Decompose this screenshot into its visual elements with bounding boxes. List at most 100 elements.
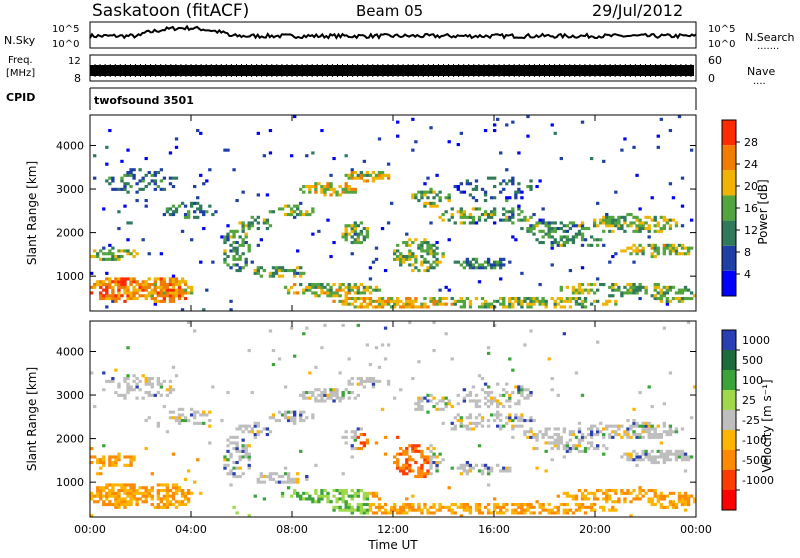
power-cell [638, 243, 642, 247]
power-cell [571, 238, 576, 242]
power-cell [632, 145, 636, 149]
power-cell [374, 299, 379, 303]
velocity-cell [350, 497, 354, 501]
velocity-cell [529, 427, 533, 431]
velocity-cell [132, 486, 136, 490]
velocity-cell [550, 441, 554, 445]
power-cell [559, 157, 563, 161]
power-cell [111, 291, 115, 295]
power-cell [541, 207, 545, 211]
velocity-cell [589, 503, 594, 507]
power-cell [492, 176, 497, 180]
power-cell [411, 196, 415, 200]
power-cell [99, 257, 103, 261]
velocity-cell [402, 505, 406, 509]
power-cell [171, 285, 176, 289]
velocity-cell [629, 500, 633, 504]
velocity-cell [656, 461, 660, 465]
velocity-cell [465, 472, 470, 476]
power-cell [311, 285, 315, 289]
velocity-cell [350, 444, 354, 448]
power-cell [156, 299, 160, 303]
power-cell [123, 280, 127, 284]
velocity-cell [465, 508, 470, 512]
velocity-cell [335, 393, 339, 397]
power-cell [250, 221, 254, 225]
velocity-cell [547, 427, 551, 431]
power-cell [408, 243, 412, 247]
velocity-cell [489, 469, 494, 473]
power-cell [662, 285, 666, 289]
velocity-cell [611, 424, 615, 428]
power-cell [365, 297, 370, 301]
velocity-cell [556, 427, 560, 431]
velocity-cell [108, 503, 112, 507]
power-cell [156, 291, 160, 295]
power-cell [271, 274, 276, 278]
velocity-cell [626, 455, 630, 459]
velocity-cell [505, 399, 509, 403]
velocity-cell [396, 452, 400, 456]
power-cell [171, 210, 176, 214]
velocity-cell [289, 410, 294, 414]
power-cell [459, 305, 463, 309]
velocity-cell [565, 447, 570, 451]
power-cell [126, 297, 130, 301]
power-cell [147, 277, 151, 281]
power-cell [583, 305, 588, 309]
power-cell [511, 176, 515, 180]
velocity-cell [574, 503, 579, 507]
velocity-cell [111, 503, 115, 507]
power-cell [344, 291, 348, 295]
power-cell [105, 162, 109, 166]
power-cell [450, 207, 454, 211]
velocity-cell [353, 491, 357, 495]
power-cell [377, 176, 382, 180]
power-cell [626, 213, 630, 217]
power-cell [553, 302, 557, 306]
power-cell [132, 249, 136, 253]
power-cell [477, 207, 482, 211]
power-cell [659, 297, 663, 301]
power-cell [423, 241, 427, 245]
velocity-cell [253, 494, 257, 498]
power-cell [338, 299, 342, 303]
velocity-cell [502, 511, 506, 515]
power-cell [517, 207, 521, 211]
velocity-cell [168, 416, 173, 420]
power-cell [199, 204, 203, 208]
power-cell [577, 285, 582, 289]
velocity-cell [577, 441, 582, 445]
power-cell [577, 224, 582, 228]
power-cell [335, 291, 339, 295]
power-cell [183, 283, 188, 287]
velocity-cell [323, 388, 327, 392]
velocity-cell [317, 399, 321, 403]
power-cell [499, 218, 503, 222]
power-cell [505, 305, 509, 309]
velocity-cell [568, 508, 573, 512]
velocity-cell [483, 396, 488, 400]
velocity-cell [138, 379, 142, 383]
power-cell [617, 288, 621, 292]
velocity-cell [171, 491, 176, 495]
velocity-cell [317, 393, 321, 397]
velocity-cell [474, 405, 479, 409]
power-cell [256, 131, 260, 135]
power-cell [132, 176, 136, 180]
velocity-cell [274, 472, 279, 476]
velocity-cell [608, 508, 612, 512]
power-cell [614, 283, 618, 287]
velocity-cell [477, 505, 482, 509]
power-cell [153, 297, 157, 301]
velocity-cell [544, 508, 548, 512]
velocity-cell [489, 399, 494, 403]
velocity-cell [156, 489, 160, 493]
power-cell [629, 288, 633, 292]
power-cell [614, 288, 618, 292]
velocity-cell [544, 441, 548, 445]
velocity-cell [359, 503, 363, 507]
velocity-cell [486, 405, 491, 409]
velocity-cell [635, 494, 639, 498]
power-cell [523, 218, 527, 222]
